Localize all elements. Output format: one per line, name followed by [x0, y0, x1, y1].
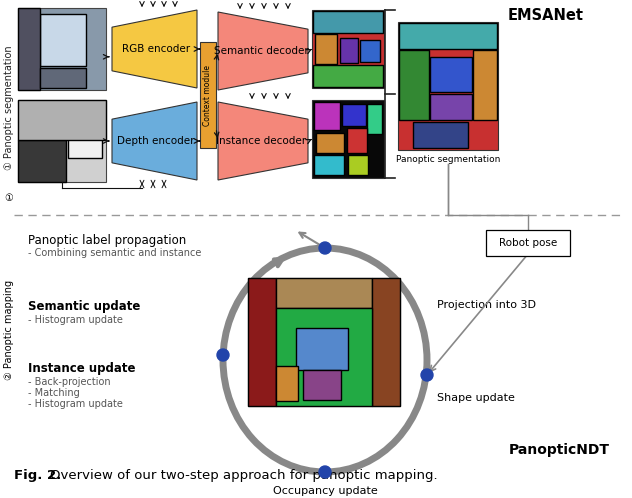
FancyBboxPatch shape: [40, 14, 86, 66]
FancyBboxPatch shape: [348, 155, 368, 175]
Text: Panoptic label propagation: Panoptic label propagation: [28, 234, 186, 247]
FancyBboxPatch shape: [314, 102, 340, 130]
Text: EMSANet: EMSANet: [508, 8, 584, 23]
FancyBboxPatch shape: [276, 278, 372, 308]
Text: Depth encoder: Depth encoder: [118, 136, 195, 146]
FancyBboxPatch shape: [315, 34, 337, 64]
FancyBboxPatch shape: [248, 278, 276, 406]
Text: Instance decoder: Instance decoder: [216, 136, 307, 146]
Text: Semantic decoder: Semantic decoder: [214, 46, 308, 56]
FancyBboxPatch shape: [18, 140, 66, 182]
FancyBboxPatch shape: [342, 104, 366, 126]
FancyBboxPatch shape: [430, 94, 472, 120]
FancyBboxPatch shape: [486, 230, 570, 256]
FancyBboxPatch shape: [398, 22, 498, 150]
FancyBboxPatch shape: [68, 108, 102, 158]
FancyBboxPatch shape: [473, 50, 497, 120]
FancyBboxPatch shape: [316, 133, 344, 153]
Circle shape: [217, 349, 229, 361]
FancyBboxPatch shape: [340, 38, 358, 63]
FancyBboxPatch shape: [200, 42, 216, 148]
FancyBboxPatch shape: [18, 100, 106, 140]
Text: Robot pose: Robot pose: [499, 238, 557, 248]
Text: RGB encoder: RGB encoder: [122, 44, 190, 54]
FancyBboxPatch shape: [248, 278, 400, 406]
FancyBboxPatch shape: [276, 308, 372, 406]
FancyBboxPatch shape: [314, 155, 344, 175]
FancyBboxPatch shape: [360, 40, 380, 62]
Text: Semantic update: Semantic update: [28, 300, 140, 313]
FancyBboxPatch shape: [347, 128, 367, 153]
Text: Instance update: Instance update: [28, 362, 135, 375]
Polygon shape: [112, 102, 197, 180]
FancyBboxPatch shape: [399, 23, 497, 49]
Polygon shape: [112, 10, 197, 88]
Text: Shape update: Shape update: [437, 393, 515, 403]
FancyBboxPatch shape: [312, 100, 384, 178]
Text: ①: ①: [4, 193, 13, 203]
FancyBboxPatch shape: [18, 100, 106, 182]
Polygon shape: [218, 102, 308, 180]
Text: ② Panoptic mapping: ② Panoptic mapping: [4, 280, 14, 380]
Text: Context module: Context module: [204, 65, 212, 125]
FancyBboxPatch shape: [367, 104, 382, 134]
Circle shape: [319, 466, 331, 478]
Text: - Histogram update: - Histogram update: [28, 399, 123, 409]
Text: PanopticNDT: PanopticNDT: [509, 443, 610, 457]
Text: Projection into 3D: Projection into 3D: [437, 300, 536, 310]
FancyBboxPatch shape: [313, 11, 383, 33]
FancyBboxPatch shape: [372, 278, 400, 406]
FancyBboxPatch shape: [312, 10, 384, 88]
FancyBboxPatch shape: [296, 328, 348, 370]
Polygon shape: [218, 12, 308, 90]
FancyBboxPatch shape: [276, 366, 298, 401]
Text: Fig. 2.: Fig. 2.: [14, 469, 61, 482]
FancyBboxPatch shape: [18, 8, 106, 90]
Circle shape: [319, 242, 331, 254]
FancyBboxPatch shape: [430, 57, 472, 92]
FancyBboxPatch shape: [303, 370, 341, 400]
Text: - Matching: - Matching: [28, 388, 80, 398]
FancyBboxPatch shape: [18, 8, 40, 90]
Text: Occupancy update: Occupancy update: [272, 486, 377, 496]
FancyBboxPatch shape: [40, 68, 86, 88]
Text: Panoptic segmentation: Panoptic segmentation: [396, 155, 500, 164]
Circle shape: [421, 369, 433, 381]
Text: - Combining semantic and instance: - Combining semantic and instance: [28, 248, 202, 258]
FancyBboxPatch shape: [313, 65, 383, 87]
FancyBboxPatch shape: [413, 122, 468, 148]
Text: - Back-projection: - Back-projection: [28, 377, 111, 387]
Text: ① Panoptic segmentation: ① Panoptic segmentation: [4, 46, 14, 170]
Text: Overview of our two-step approach for panoptic mapping.: Overview of our two-step approach for pa…: [50, 469, 437, 482]
FancyBboxPatch shape: [399, 50, 429, 120]
Text: - Histogram update: - Histogram update: [28, 315, 123, 325]
